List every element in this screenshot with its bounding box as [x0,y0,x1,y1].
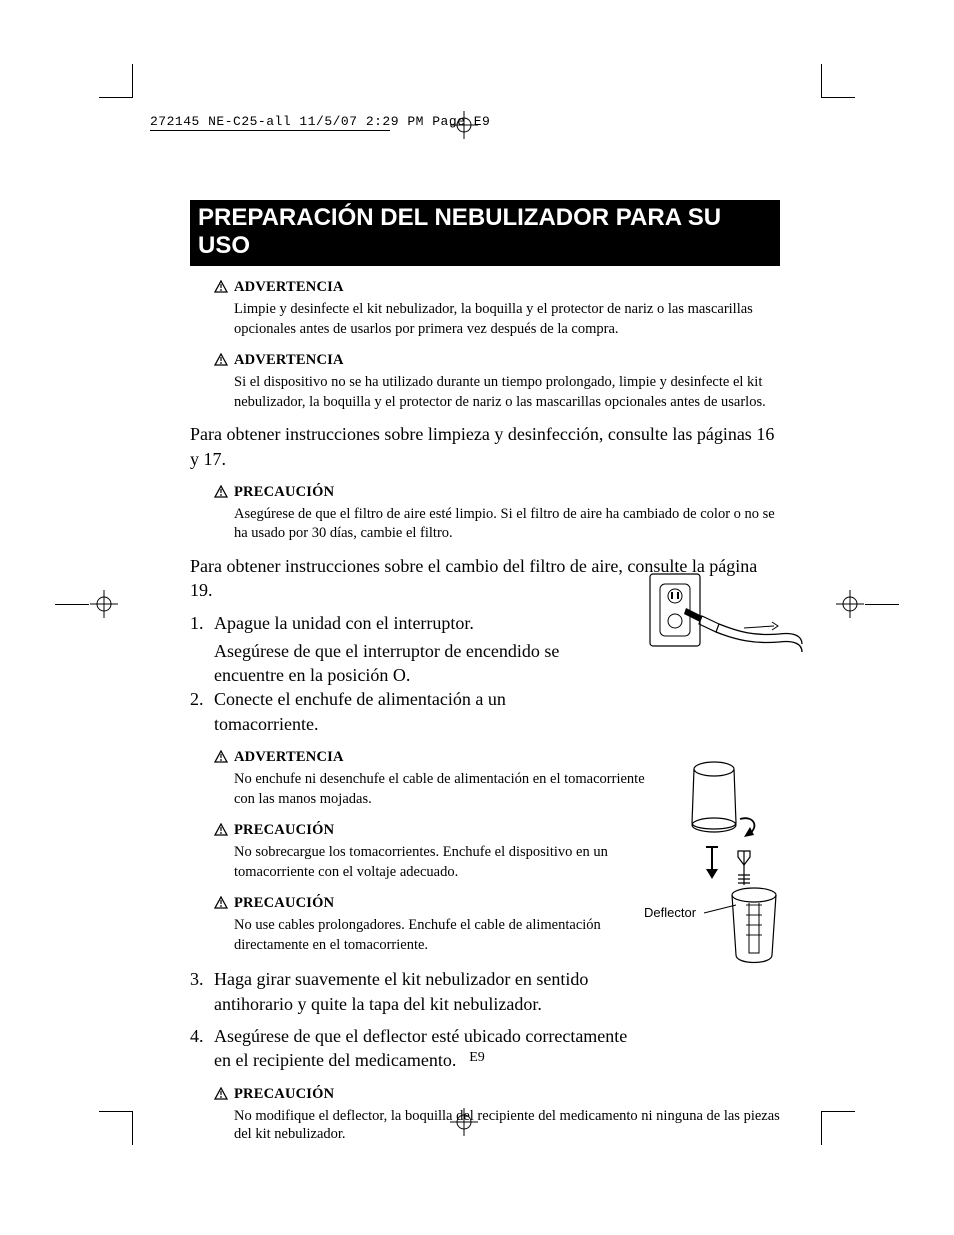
step-text: Haga girar suavemente el kit nebulizador… [214,967,630,1016]
crop-mark [865,604,899,605]
warning-block: ADVERTENCIA Si el dispositivo no se ha u… [190,351,780,412]
warning-triangle-icon [214,280,228,298]
step-subtext: Asegúrese de que el interruptor de encen… [214,639,610,688]
caution-triangle-icon [214,896,228,914]
caution-body: Asegúrese de que el filtro de aire esté … [234,505,780,544]
warning-body: Limpie y desinfecte el kit nebulizador, … [234,300,780,339]
page-number: E9 [0,1050,954,1066]
caution-triangle-icon [214,485,228,503]
step-text: Apague la unidad con el interruptor. [214,611,474,635]
warning-label: ADVERTENCIA [234,749,344,766]
caution-block: PRECAUCIÓN No modifique el deflector, la… [190,1085,780,1143]
warning-label: ADVERTENCIA [234,352,344,369]
crop-mark [821,1111,822,1145]
caution-label: PRECAUCIÓN [234,895,334,912]
warning-body: Si el dispositivo no se ha utilizado dur… [234,373,780,412]
figure-label-deflector: Deflector [644,905,696,920]
crop-mark [821,64,822,98]
step-item: 2. Conecte el enchufe de alimentación a … [190,687,610,736]
registration-mark-icon [90,590,118,618]
slug-underline [150,130,390,131]
step-number: 1. [190,611,208,635]
crop-mark [99,97,133,98]
warning-block: ADVERTENCIA Limpie y desinfecte el kit n… [190,278,780,339]
caution-block: PRECAUCIÓN Asegúrese de que el filtro de… [190,483,780,544]
step-item: 3. Haga girar suavemente el kit nebuliza… [190,967,630,1016]
step-text: Conecte el enchufe de alimentación a un … [214,687,610,736]
step-number: 3. [190,967,208,1016]
registration-mark-icon [836,590,864,618]
caution-triangle-icon [214,823,228,841]
crop-mark [132,64,133,98]
figure-nebulizer-kit: Deflector [654,755,799,975]
ordered-steps: 1. Apague la unidad con el interruptor. … [190,611,610,736]
caution-label: PRECAUCIÓN [234,484,334,501]
caution-body: No sobrecargue los tomacorrientes. Enchu… [234,843,664,882]
crop-mark [821,1111,855,1112]
caution-body: No modifique el deflector, la boquilla d… [234,1107,780,1143]
figure-power-outlet [644,566,804,676]
crop-mark [821,97,855,98]
caution-triangle-icon [214,1087,228,1105]
print-page: 272145 NE-C25-all 11/5/07 2:29 PM Page E… [0,0,954,1235]
outlet-plug-icon [644,566,804,676]
warning-label: ADVERTENCIA [234,279,344,296]
crop-mark [132,1111,133,1145]
caution-label: PRECAUCIÓN [234,822,334,839]
crop-mark [99,1111,133,1112]
step-item: 1. Apague la unidad con el interruptor. [190,611,610,635]
page-title: PREPARACIÓN DEL NEBULIZADOR PARA SU USO [190,200,780,266]
print-slug: 272145 NE-C25-all 11/5/07 2:29 PM Page E… [150,114,490,129]
caution-label: PRECAUCIÓN [234,1086,334,1103]
caution-body: No use cables prolongadores. Enchufe el … [234,916,664,955]
step-number: 2. [190,687,208,736]
nebulizer-kit-icon [654,755,799,975]
warning-triangle-icon [214,353,228,371]
warning-triangle-icon [214,750,228,768]
body-paragraph: Para obtener instrucciones sobre limpiez… [190,422,780,471]
crop-mark [55,604,89,605]
warning-body: No enchufe ni desenchufe el cable de ali… [234,770,664,809]
